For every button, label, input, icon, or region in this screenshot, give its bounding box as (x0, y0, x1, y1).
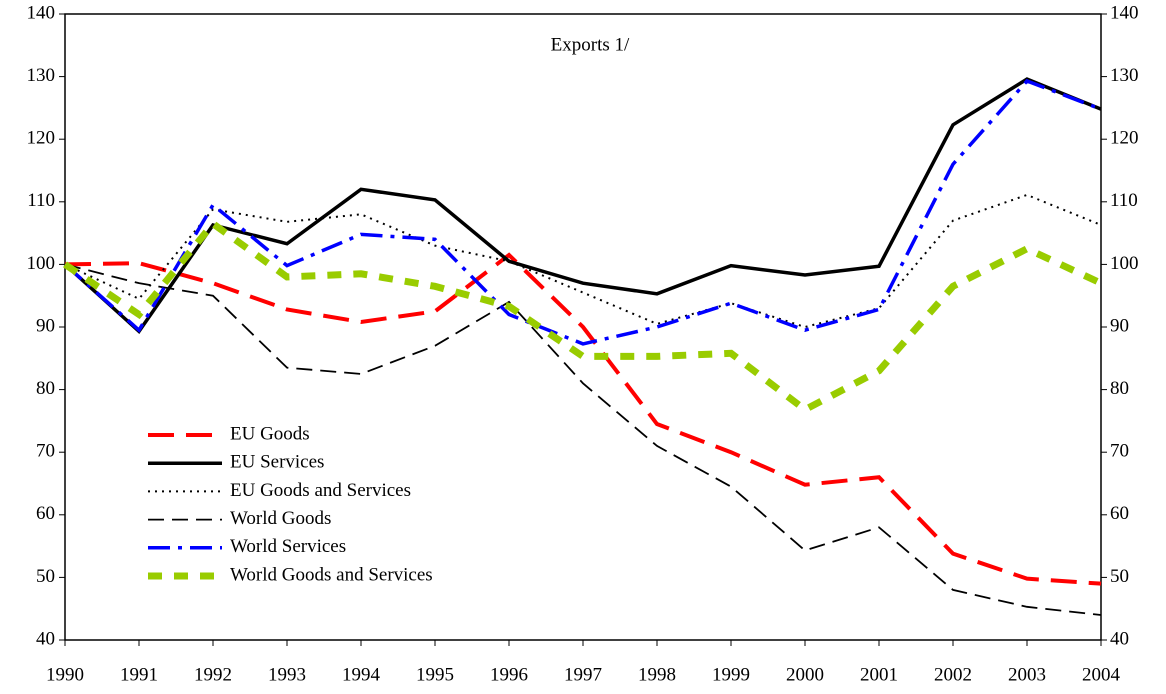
y2-tick-label: 100 (1110, 253, 1139, 274)
y2-tick-label: 50 (1110, 566, 1129, 587)
y2-tick-label: 70 (1110, 441, 1129, 462)
x-tick-label: 1994 (342, 664, 381, 685)
series-line (63, 78, 1102, 346)
legend-label: EU Services (230, 452, 324, 473)
y2-tick-label: 90 (1110, 315, 1129, 336)
y-tick-label: 130 (27, 65, 56, 86)
y-tick-label: 70 (36, 441, 55, 462)
y-tick-label: 60 (36, 503, 55, 524)
x-tick-label: 2001 (860, 664, 898, 685)
x-tick-label: 2002 (934, 664, 972, 685)
x-tick-label: 1998 (638, 664, 676, 685)
x-tick-label: 1999 (712, 664, 750, 685)
y2-tick-label: 120 (1110, 128, 1139, 149)
series-line (63, 218, 1103, 414)
series-line (63, 77, 1102, 335)
x-tick-label: 1990 (46, 664, 84, 685)
y-tick-label: 110 (27, 190, 55, 211)
series-line (64, 252, 1102, 586)
x-tick-label: 1992 (194, 664, 232, 685)
y2-tick-label: 130 (1110, 65, 1139, 86)
y-tick-label: 80 (36, 378, 55, 399)
y-tick-label: 50 (36, 566, 55, 587)
x-tick-label: 2000 (786, 664, 824, 685)
x-tick-label: 1997 (564, 664, 602, 685)
y2-tick-label: 110 (1110, 190, 1138, 211)
y-tick-label: 100 (27, 253, 56, 274)
y-tick-label: 40 (36, 628, 55, 649)
legend-label: World Services (230, 536, 346, 557)
x-tick-label: 1991 (120, 664, 158, 685)
series-line (64, 193, 1102, 329)
x-tick-label: 1996 (490, 664, 528, 685)
y2-tick-label: 80 (1110, 378, 1129, 399)
y2-tick-label: 40 (1110, 628, 1129, 649)
legend-label: EU Goods (230, 423, 310, 444)
legend-label: EU Goods and Services (230, 480, 411, 501)
series-line (64, 263, 1102, 616)
chart-title: Exports 1/ (551, 34, 630, 55)
x-tick-label: 1993 (268, 664, 306, 685)
y-tick-label: 90 (36, 315, 55, 336)
legend-label: World Goods and Services (230, 564, 433, 585)
y2-tick-label: 60 (1110, 503, 1129, 524)
legend-label: World Goods (230, 508, 331, 529)
y2-tick-label: 140 (1110, 2, 1139, 23)
x-tick-label: 2003 (1008, 664, 1046, 685)
x-tick-label: 1995 (416, 664, 454, 685)
x-tick-label: 2004 (1082, 664, 1121, 685)
y-tick-label: 120 (27, 128, 56, 149)
y-tick-label: 140 (27, 2, 56, 23)
